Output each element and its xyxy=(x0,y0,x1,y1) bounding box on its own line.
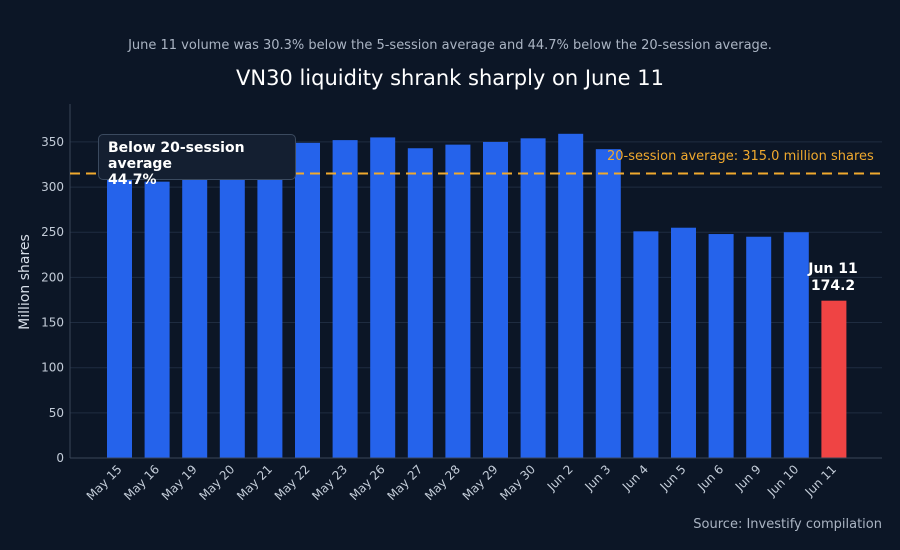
bar-jun-4 xyxy=(633,231,659,458)
x-tick-label: May 26 xyxy=(347,462,388,503)
y-tick-label: 350 xyxy=(41,135,64,149)
y-tick-label: 250 xyxy=(41,225,64,239)
y-tick-label: 50 xyxy=(49,406,64,420)
x-tick-label: May 15 xyxy=(84,462,125,503)
x-tick-label: Jun 10 xyxy=(764,462,801,499)
bars xyxy=(107,133,847,459)
highlight-bar-label: Jun 11 174.2 xyxy=(790,261,876,295)
y-axis-label: Million shares xyxy=(17,234,33,330)
y-tick-label: 300 xyxy=(41,180,64,194)
chart-title: VN30 liquidity shrank sharply on June 11 xyxy=(236,66,664,90)
average-line-label: 20-session average: 315.0 million shares xyxy=(607,149,874,164)
x-tick-label: May 16 xyxy=(121,462,162,503)
bar-may-23 xyxy=(332,140,358,459)
bar-may-20 xyxy=(219,170,245,458)
x-tick-label: Jun 11 xyxy=(802,462,839,499)
bar-may-19 xyxy=(182,173,208,459)
bar-may-21 xyxy=(257,169,283,459)
x-tick-label: May 20 xyxy=(196,462,237,503)
y-tick-label: 200 xyxy=(41,270,64,284)
highlight-date: Jun 11 xyxy=(808,261,858,277)
x-tick-label: Jun 3 xyxy=(581,462,613,494)
x-tick-label: May 23 xyxy=(309,462,350,503)
y-tick-label: 0 xyxy=(56,451,64,465)
bar-may-29 xyxy=(483,141,508,458)
y-tick-label: 150 xyxy=(41,316,64,330)
bar-may-16 xyxy=(144,181,170,458)
bar-may-22 xyxy=(295,142,320,458)
x-tick-label: May 21 xyxy=(234,462,275,503)
x-tick-label: Jun 9 xyxy=(732,462,764,494)
chart-subtitle: June 11 volume was 30.3% below the 5-ses… xyxy=(128,38,772,53)
bar-may-27 xyxy=(407,148,433,458)
x-tick-label: Jun 4 xyxy=(619,462,651,494)
bar-may-30 xyxy=(520,138,546,458)
annotation-callout: Below 20-session average 44.7% xyxy=(98,134,296,188)
x-tick-label: May 29 xyxy=(460,462,501,503)
highlight-value: 174.2 xyxy=(810,278,856,294)
x-tick-label: Jun 6 xyxy=(694,462,726,494)
bar-jun-6 xyxy=(708,234,734,458)
source-note: Source: Investify compilation xyxy=(693,517,882,532)
bar-may-15 xyxy=(107,176,132,458)
y-tick-label: 100 xyxy=(41,361,64,375)
bar-jun-11 xyxy=(821,300,847,458)
callout-value: 44.7% xyxy=(108,172,157,188)
x-tick-label: May 30 xyxy=(497,462,538,503)
x-tick-label: Jun 5 xyxy=(657,462,689,494)
bar-jun-9 xyxy=(746,236,772,458)
x-tick-label: Jun 2 xyxy=(544,462,576,494)
x-tick-label: May 27 xyxy=(384,462,425,503)
x-tick-label: May 22 xyxy=(272,462,313,503)
callout-label: Below 20-session average xyxy=(108,140,245,172)
x-tick-label: May 19 xyxy=(159,462,200,503)
x-tick-label: May 28 xyxy=(422,462,463,503)
bar-may-28 xyxy=(445,144,471,458)
bar-jun-5 xyxy=(671,227,696,458)
bar-jun-3 xyxy=(595,149,621,458)
bar-jun-2 xyxy=(558,133,584,458)
bar-may-26 xyxy=(370,137,396,458)
bar-jun-10 xyxy=(783,232,809,458)
